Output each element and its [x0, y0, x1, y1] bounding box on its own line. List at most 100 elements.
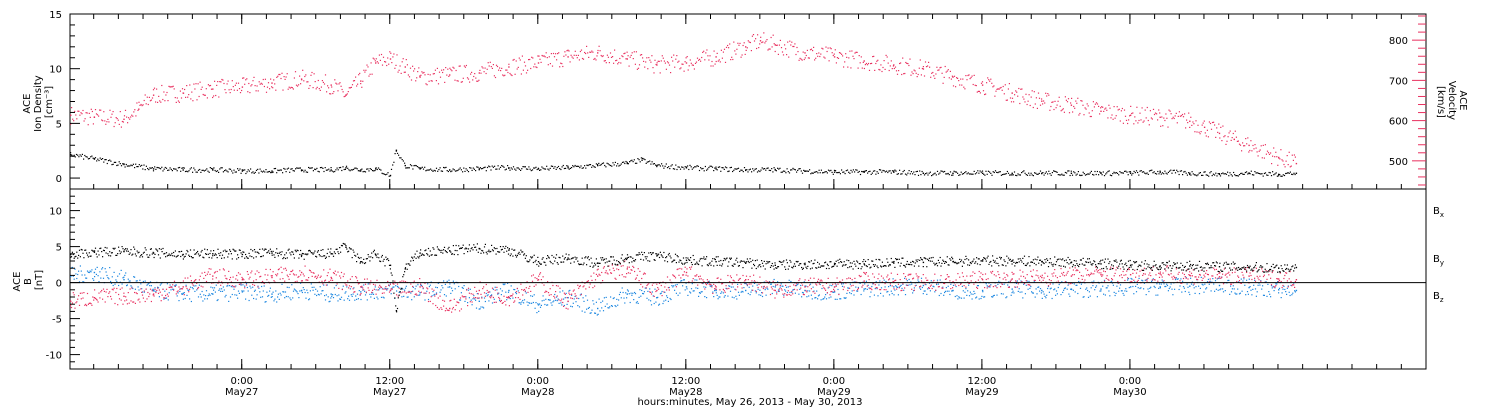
by-series-dot — [752, 285, 754, 287]
velocity-series-dot — [943, 76, 945, 78]
by-series-dot — [253, 290, 256, 292]
velocity-series-dot — [546, 57, 548, 59]
velocity-series-dot — [720, 49, 722, 51]
density-series-dot — [736, 168, 738, 170]
by-series-dot — [897, 294, 899, 296]
bz-series-dot — [642, 273, 645, 275]
by-series-dot — [513, 288, 515, 291]
by-series-dot — [246, 286, 248, 289]
bz-series-dot — [930, 284, 932, 286]
velocity-series-dot — [594, 57, 596, 60]
by-series-dot — [591, 309, 593, 311]
velocity-series-dot — [72, 118, 74, 120]
by-series-dot — [719, 296, 721, 298]
density-series-dot — [569, 167, 571, 169]
bz-series-dot — [190, 280, 192, 282]
velocity-series-dot — [295, 84, 298, 86]
bz-series-dot — [680, 277, 682, 279]
velocity-series-point — [478, 72, 480, 74]
bz-series-dot — [165, 288, 168, 290]
bz-series-dot — [105, 291, 107, 293]
density-series-dot — [612, 162, 614, 164]
by-series-dot — [894, 289, 896, 291]
by-series-dot — [391, 287, 393, 289]
density-series-dot — [1135, 170, 1138, 172]
bz-series-dot — [79, 292, 81, 294]
bz-series-dot — [1063, 275, 1066, 277]
velocity-series-dot — [689, 59, 691, 61]
density-series-dot — [412, 168, 414, 170]
bz-series-dot — [915, 273, 917, 275]
density-series-dot — [1174, 172, 1177, 174]
bz-series-dot — [173, 289, 175, 291]
bz-series-dot — [677, 268, 679, 270]
by-series-dot — [1234, 292, 1236, 294]
bz-series-dot — [291, 270, 293, 273]
bz-series-dot — [442, 299, 444, 301]
by-series-dot — [1261, 288, 1263, 290]
bz-series-dot — [686, 268, 688, 270]
bz-series-dot — [931, 287, 933, 290]
by-series-dot — [592, 300, 594, 302]
velocity-series-dot — [443, 69, 445, 71]
bz-series-dot — [167, 295, 169, 297]
velocity-series-dot — [1243, 145, 1245, 147]
velocity-series-dot — [106, 121, 108, 123]
velocity-series-dot — [1192, 121, 1194, 123]
bz-series-dot — [175, 293, 177, 295]
velocity-series-dot — [1044, 102, 1046, 104]
by-series-dot — [278, 298, 280, 300]
by-series-dot — [1240, 278, 1242, 280]
density-series-dot — [749, 168, 751, 170]
bz-series-dot — [903, 273, 905, 275]
velocity-series-dot — [442, 71, 444, 74]
by-series-dot — [798, 293, 800, 295]
velocity-series-dot — [133, 111, 135, 113]
velocity-series-dot — [315, 88, 317, 90]
velocity-series-dot — [317, 79, 319, 82]
by-series-point — [93, 271, 96, 274]
bz-series-dot — [1076, 269, 1078, 271]
density-series-dot — [259, 168, 261, 170]
bz-series-dot — [1053, 272, 1055, 274]
by-series-dot — [1127, 278, 1130, 280]
density-series-dot — [98, 159, 100, 162]
by-series-point — [1189, 285, 1191, 287]
bz-series-dot — [146, 298, 148, 300]
bz-series-dot — [123, 292, 125, 294]
by-series-dot — [1011, 292, 1013, 294]
bz-series-dot — [1012, 273, 1014, 275]
by-series-dot — [923, 290, 925, 292]
density-series-dot — [992, 171, 994, 173]
bz-series-dot — [195, 279, 197, 281]
bz-series-dot — [563, 292, 565, 294]
velocity-series-dot — [1234, 130, 1236, 132]
density-series-dot — [631, 159, 633, 161]
by-series-dot — [1186, 283, 1188, 285]
velocity-series-dot — [813, 46, 815, 48]
velocity-series-dot — [1046, 95, 1048, 97]
by-series-dot — [1246, 279, 1248, 281]
bz-series-dot — [701, 282, 703, 284]
by-series-dot — [1236, 293, 1238, 295]
density-series-dot — [425, 170, 427, 172]
by-series-dot — [515, 291, 517, 294]
bz-series-dot — [976, 287, 979, 289]
density-series-dot — [209, 167, 211, 169]
bz-series-dot — [526, 281, 528, 283]
velocity-series-dot — [895, 70, 898, 72]
velocity-series-dot — [420, 74, 422, 76]
bz-series-dot — [786, 294, 788, 296]
bz-series-dot — [505, 304, 507, 306]
bz-series-dot — [814, 292, 816, 294]
by-series-dot — [846, 292, 848, 294]
velocity-series-dot — [875, 62, 877, 65]
by-series-dot — [779, 286, 781, 288]
by-series-dot — [794, 292, 796, 294]
velocity-series-dot — [1027, 100, 1029, 102]
velocity-series-dot — [589, 51, 591, 53]
bz-series-dot — [240, 283, 242, 285]
velocity-series-dot — [320, 86, 322, 88]
density-series-dot — [685, 166, 687, 168]
by-series-dot — [627, 290, 629, 292]
